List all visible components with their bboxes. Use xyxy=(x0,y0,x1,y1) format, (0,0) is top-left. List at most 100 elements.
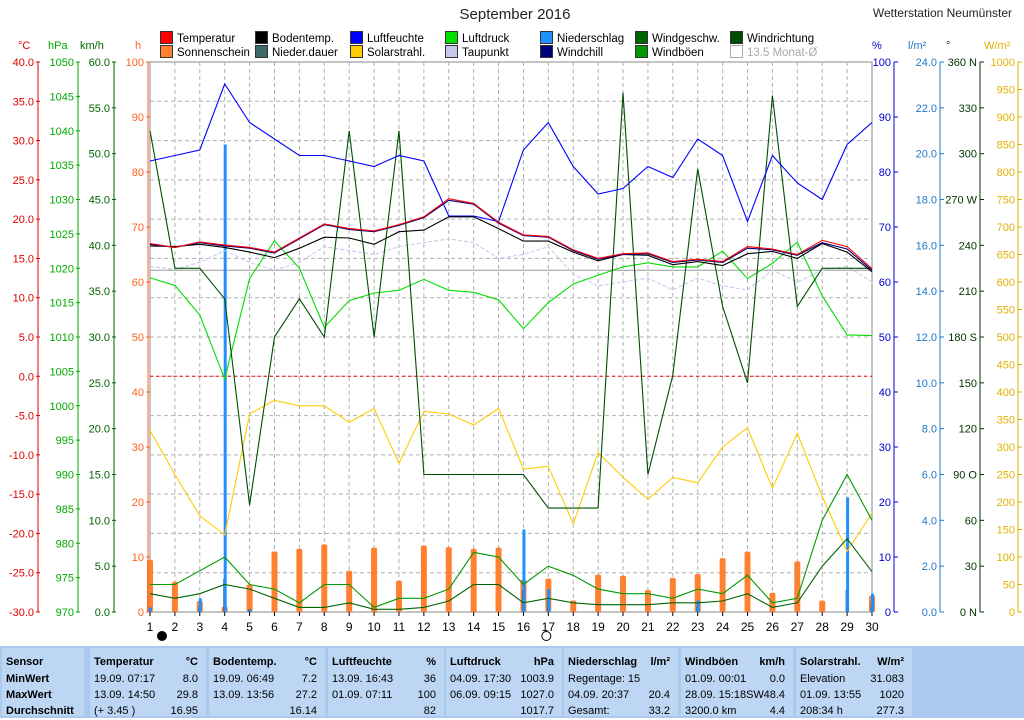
sunshine-bar xyxy=(719,558,726,612)
press-axis-tick-label: 1010 xyxy=(50,332,74,344)
x-tick-label: 14 xyxy=(467,620,481,634)
x-tick-label: 8 xyxy=(321,620,328,634)
legend-label: Windböen xyxy=(652,47,704,59)
legend-label: Temperatur xyxy=(177,33,236,45)
stats-row: Durchschnitt xyxy=(6,703,80,720)
stats-row-value: 27.2 xyxy=(295,689,317,701)
stats-row-label: 13.09. 13:56 xyxy=(213,689,275,701)
temp-axis-tick-label: -10.0 xyxy=(9,450,34,462)
x-tick-label: 23 xyxy=(691,620,705,634)
legend-swatch xyxy=(255,31,268,44)
dir-axis-tick-label: 180 S xyxy=(948,332,977,344)
temp-axis-tick-label: 5.0 xyxy=(19,332,34,344)
solar-axis-tick-label: 900 xyxy=(997,112,1015,124)
stats-row-value: 1020 xyxy=(879,689,904,701)
stats-row: 1017.7 xyxy=(450,703,558,720)
stats-block: Luftdruck hPa 04.09. 17:30 1003.9 06.09. 09:… xyxy=(446,648,562,717)
precipitation-bar xyxy=(522,529,526,612)
stats-row-value: 16.14 xyxy=(289,705,317,717)
sunshine-bar xyxy=(246,584,253,612)
stats-unit: °C xyxy=(304,656,317,668)
wind-axis-tick-label: 30.0 xyxy=(89,332,110,344)
wind-axis-tick-label: 55.0 xyxy=(89,103,110,115)
precipitation-bar xyxy=(846,497,850,612)
dir-axis-tick-label: 240 xyxy=(959,240,977,252)
stats-unit: l/m² xyxy=(650,656,670,668)
stats-row: 06.09. 09:15 1027.0 xyxy=(450,687,558,704)
hum-axis-tick-label: 80 xyxy=(879,167,891,179)
stats-row-value: 277.3 xyxy=(876,705,904,717)
x-tick-label: 3 xyxy=(196,620,203,634)
press-axis-tick-label: 1005 xyxy=(50,366,74,378)
legend-item: Windböen xyxy=(635,45,704,59)
temp-axis-tick-label: 0.0 xyxy=(19,371,34,383)
solar-axis-tick-label: 600 xyxy=(997,277,1015,289)
hum-axis-tick-label: 90 xyxy=(879,112,891,124)
stats-row-label: MaxWert xyxy=(6,689,52,701)
legend-swatch xyxy=(635,45,648,58)
hum-axis-tick-label: 20 xyxy=(879,497,891,509)
stats-row-value: 33.2 xyxy=(648,705,670,717)
stats-row-label: 28.09. 15:18SW xyxy=(685,689,764,701)
hum-axis-tick-label: 10 xyxy=(879,552,891,564)
x-tick-label: 19 xyxy=(591,620,605,634)
legend-item: Windrichtung xyxy=(730,31,814,45)
stats-row: 19.09. 06:49 7.2 xyxy=(213,671,321,688)
solar-axis-tick-label: 1000 xyxy=(991,57,1015,69)
stats-unit: km/h xyxy=(759,656,785,668)
precipitation-bar xyxy=(696,600,700,612)
solar-axis-tick-label: 150 xyxy=(997,525,1015,537)
stats-row-value: 16.95 xyxy=(170,705,198,717)
legend-item: Luftdruck xyxy=(445,31,509,45)
stats-row-value: 1027.0 xyxy=(520,689,554,701)
temp-axis-tick-label: -20.0 xyxy=(9,528,34,540)
legend-label: Solarstrahl. xyxy=(367,47,426,59)
stats-row-value: 8.0 xyxy=(182,673,198,685)
wind-axis-tick-label: 15.0 xyxy=(89,470,110,482)
station-name: Wetterstation Neumünster xyxy=(872,6,1012,20)
solar-axis-tick-label: 250 xyxy=(997,470,1015,482)
stats-row: Regentage: 15 xyxy=(568,671,674,688)
stats-title: Solarstrahl. xyxy=(800,656,861,668)
sunshine-bar xyxy=(171,581,178,612)
chart-title: September 2016 xyxy=(459,6,571,23)
sunshine-bar xyxy=(445,547,452,612)
dir-axis-tick-label: 330 xyxy=(959,103,977,115)
solar-axis-unit: W/m² xyxy=(984,40,1011,52)
temp-axis-tick-label: 40.0 xyxy=(13,57,34,69)
temp-axis-tick-label: 15.0 xyxy=(13,253,34,265)
weather-chart: 40.035.030.025.020.015.010.05.00.0-5.0-1… xyxy=(9,57,1022,641)
press-axis-tick-label: 1040 xyxy=(50,126,74,138)
stats-row: 13.09. 14:50 29.8 xyxy=(94,687,202,704)
x-tick-label: 30 xyxy=(865,620,879,634)
wind-axis-tick-label: 5.0 xyxy=(95,561,110,573)
legend-item: Sonnenschein xyxy=(160,45,250,59)
x-tick-label: 10 xyxy=(367,620,381,634)
stats-block: Bodentemp. °C 19.09. 06:49 7.2 13.09. 13:56 2… xyxy=(209,648,325,717)
sunshine-bar xyxy=(495,547,502,612)
x-tick-label: 12 xyxy=(417,620,431,634)
wind-axis-tick-label: 35.0 xyxy=(89,286,110,298)
sunshine-bar xyxy=(321,544,328,612)
stats-title: Windböen xyxy=(685,656,739,668)
stats-row: 19.09. 07:17 8.0 xyxy=(94,671,202,688)
rain-axis-tick-label: 2.0 xyxy=(922,561,937,573)
stats-row-value: 48.4 xyxy=(763,689,785,701)
sunshine-bar xyxy=(794,561,801,612)
stats-row-label: 01.09. 00:01 xyxy=(685,673,747,685)
stats-row-value: 20.4 xyxy=(648,689,670,701)
dir-axis-tick-label: 210 xyxy=(959,286,977,298)
hum-axis-unit: % xyxy=(872,40,882,52)
sunshine-bar xyxy=(669,577,676,612)
stats-row-value: 36 xyxy=(423,673,436,685)
sunshine-bar xyxy=(595,574,602,612)
legend-item: Luftfeuchte xyxy=(350,31,424,45)
stats-header: Sensor xyxy=(6,654,80,671)
legend-label: Bodentemp. xyxy=(272,33,335,45)
dir-axis-tick-label: 150 xyxy=(959,378,977,390)
solar-axis-tick-label: 650 xyxy=(997,250,1015,262)
legend-item: Solarstrahl. xyxy=(350,45,425,59)
dir-axis-tick-label: 300 xyxy=(959,149,977,161)
stats-unit: °C xyxy=(185,656,198,668)
temp-axis-tick-label: 30.0 xyxy=(13,136,34,148)
